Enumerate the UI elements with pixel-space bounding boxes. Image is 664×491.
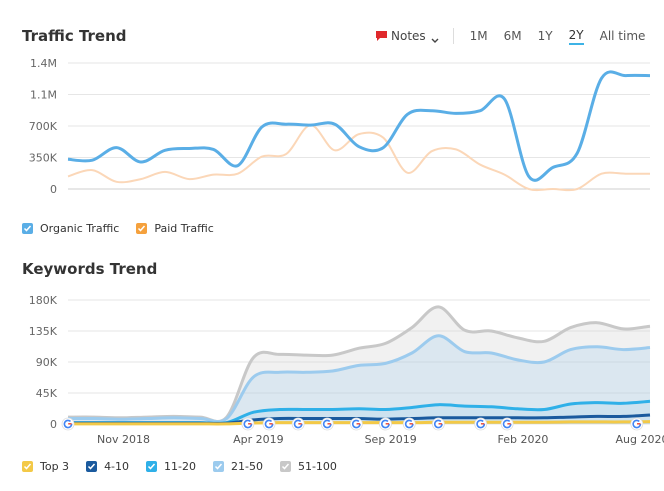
keywords-legend: Top 3 4-10 11-20 21-50 51-100	[22, 460, 354, 473]
google-update-icon	[349, 417, 363, 431]
checkbox-checked-icon	[22, 223, 33, 234]
legend-21-50[interactable]: 21-50	[213, 460, 263, 473]
legend-paid-traffic[interactable]: Paid Traffic	[136, 222, 214, 235]
google-icon-arc	[632, 419, 642, 429]
comment-icon	[375, 30, 388, 42]
traffic-trend-title: Traffic Trend	[22, 27, 127, 45]
range-2y[interactable]: 2Y	[568, 28, 584, 45]
traffic-legend: Organic Traffic Paid Traffic	[22, 222, 231, 235]
y-tick-label: 180K	[29, 294, 58, 307]
y-tick-label: 90K	[36, 356, 58, 369]
series-line-paid-traffic	[67, 124, 650, 192]
google-update-icon	[474, 417, 488, 431]
range-6m[interactable]: 6M	[503, 29, 522, 43]
notes-button[interactable]: Notes	[375, 29, 439, 43]
checkbox-checked-icon	[136, 223, 148, 234]
google-update-icon	[61, 417, 75, 431]
google-update-icon	[500, 417, 514, 431]
y-tick-label: 1.4M	[30, 57, 57, 70]
google-update-icon	[431, 417, 445, 431]
legend-label: 21-50	[231, 460, 263, 473]
google-update-icon	[320, 417, 334, 431]
legend-organic-traffic[interactable]: Organic Traffic	[22, 222, 119, 235]
y-tick-label: 700K	[29, 120, 58, 133]
checkbox-checked-icon	[213, 461, 224, 472]
x-tick-label: Feb 2020	[497, 433, 548, 446]
google-icon-arc	[243, 419, 253, 429]
google-icon-arc	[293, 419, 303, 429]
range-toolbar: Notes 1M 6M 1Y 2Y All time	[375, 27, 645, 45]
google-update-icon	[630, 417, 644, 431]
google-icon-arc	[322, 419, 332, 429]
x-tick-label: Aug 2020	[616, 433, 664, 446]
keywords-chart: 180K 135K 90K 45K 0 Nov 2018 Apr 2019 Sep 2019 F…	[29, 294, 664, 446]
legend-label: 11-20	[164, 460, 196, 473]
y-tick-label: 350K	[29, 152, 58, 165]
legend-51-100[interactable]: 51-100	[279, 460, 337, 473]
x-tick-label: Nov 2018	[97, 433, 150, 446]
google-icon-arc	[381, 419, 390, 429]
range-all-time[interactable]: All time	[599, 29, 646, 43]
legend-label: Top 3	[40, 460, 70, 473]
google-icon-arc	[264, 419, 274, 429]
y-tick-label: 45K	[36, 387, 58, 400]
traffic-chart: 1.4M 1.1M 700K 350K 0	[29, 57, 651, 196]
legend-11-20[interactable]: 11-20	[146, 460, 196, 473]
range-1y[interactable]: 1Y	[537, 29, 553, 43]
google-update-icon	[379, 417, 392, 431]
checkbox-checked-icon	[279, 461, 291, 472]
chevron-down-icon	[431, 33, 439, 43]
google-icon-arc	[502, 419, 512, 429]
series-line-organic-traffic	[67, 70, 651, 182]
legend-label: 4-10	[104, 460, 130, 473]
toolbar-divider	[452, 28, 454, 44]
y-tick-label: 135K	[29, 325, 58, 338]
checkbox-checked-icon	[22, 461, 33, 472]
notes-label: Notes	[391, 29, 426, 43]
google-icon-arc	[352, 419, 361, 429]
legend-label: Paid Traffic	[154, 222, 214, 235]
legend-top-3[interactable]: Top 3	[22, 460, 69, 473]
checkbox-checked-icon	[146, 461, 158, 472]
checkbox-checked-icon	[86, 461, 98, 472]
y-tick-label: 1.1M	[30, 89, 57, 102]
legend-label: Organic Traffic	[40, 222, 120, 235]
google-icon-arc	[476, 419, 486, 429]
series-line-21-50	[67, 334, 651, 424]
y-tick-label: 0	[50, 183, 57, 196]
y-tick-label: 0	[50, 418, 57, 431]
google-icon-arc	[404, 419, 414, 429]
legend-4-10[interactable]: 4-10	[86, 460, 129, 473]
x-tick-label: Apr 2019	[233, 433, 284, 446]
google-update-icon	[291, 417, 305, 431]
google-update-icon	[262, 417, 276, 431]
x-tick-label: Sep 2019	[365, 433, 417, 446]
google-icon-arc	[434, 419, 443, 429]
range-1m[interactable]: 1M	[469, 29, 488, 43]
google-icon-arc	[63, 419, 73, 429]
keywords-trend-title: Keywords Trend	[22, 260, 158, 278]
google-update-icon	[402, 417, 416, 431]
google-update-icon	[241, 417, 255, 431]
legend-label: 51-100	[297, 460, 337, 473]
